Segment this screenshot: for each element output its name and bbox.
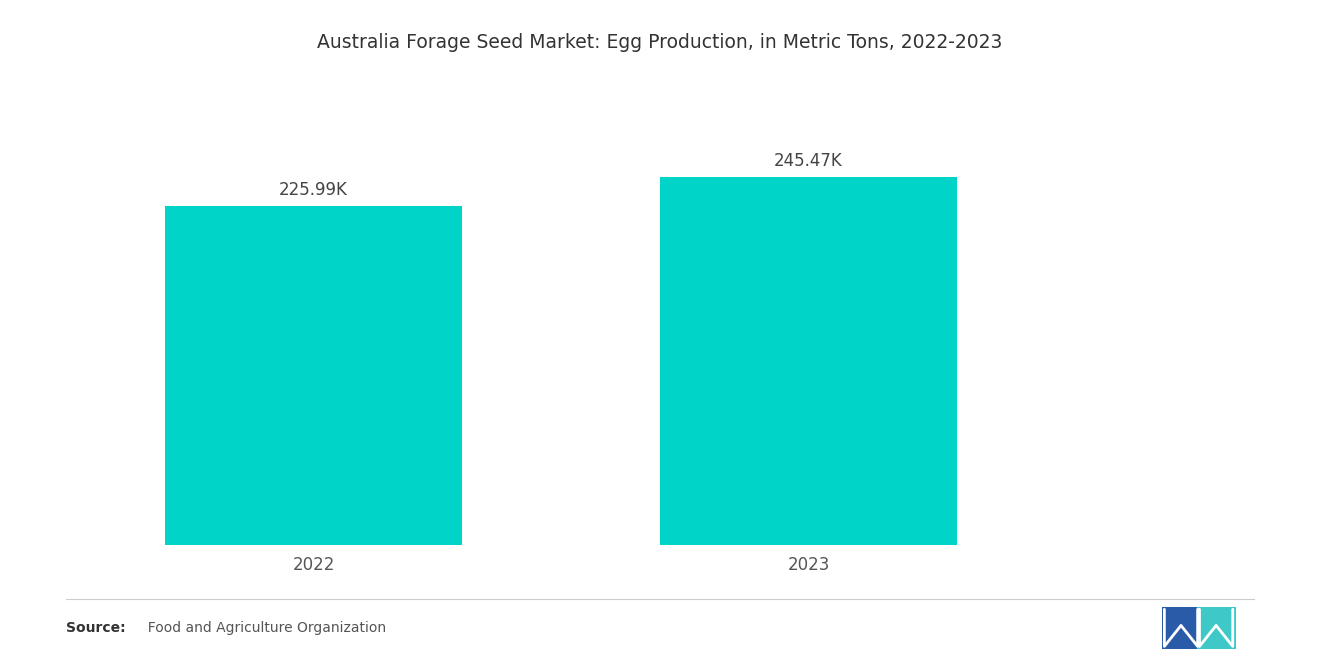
Bar bbox=[1197, 608, 1236, 649]
Text: 225.99K: 225.99K bbox=[279, 181, 348, 200]
Bar bbox=[165, 206, 462, 545]
Bar bbox=[1162, 608, 1200, 649]
Text: Source:: Source: bbox=[66, 621, 125, 636]
Text: Food and Agriculture Organization: Food and Agriculture Organization bbox=[139, 621, 385, 636]
Bar bbox=[660, 177, 957, 545]
Text: Australia Forage Seed Market: Egg Production, in Metric Tons, 2022-2023: Australia Forage Seed Market: Egg Produc… bbox=[317, 33, 1003, 53]
Text: 245.47K: 245.47K bbox=[774, 152, 843, 170]
